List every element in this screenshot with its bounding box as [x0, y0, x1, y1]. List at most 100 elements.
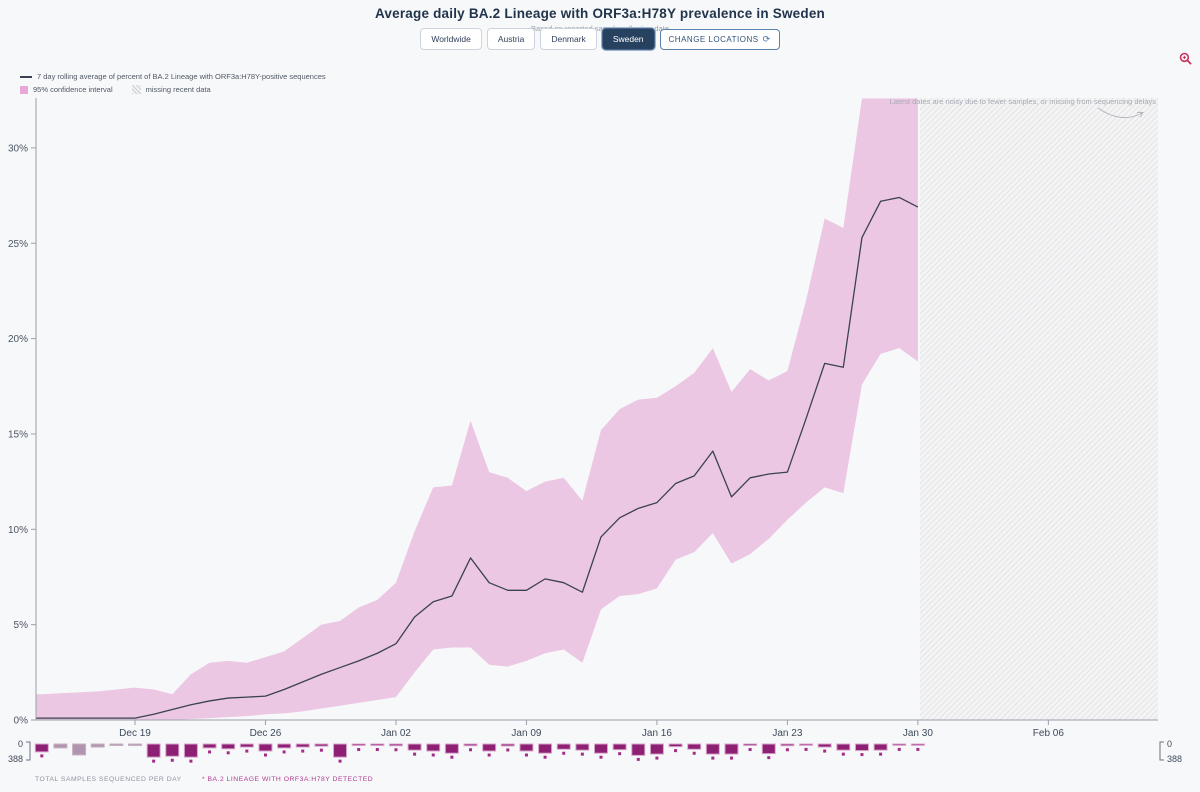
location-button-sweden[interactable]: Sweden [601, 28, 655, 50]
detected-dot [152, 759, 156, 763]
samples-bar [705, 743, 720, 755]
samples-bar [538, 743, 553, 754]
x-axis-label: Dec 26 [250, 728, 282, 739]
samples-bar [109, 743, 124, 747]
zoom-icon[interactable] [1179, 52, 1192, 65]
x-axis-label: Jan 02 [381, 728, 411, 739]
samples-bar [90, 743, 105, 748]
detected-dot [580, 752, 584, 756]
detected-dot [785, 748, 789, 752]
samples-bar [258, 743, 273, 752]
samples-bar [128, 743, 142, 747]
legend-line-swatch [20, 75, 32, 78]
detected-dot [897, 747, 901, 751]
samples-bar [72, 743, 87, 756]
missing-data-note: Latest dates are noisy due to fewer samp… [890, 97, 1157, 106]
detected-dot [301, 749, 305, 753]
mean-line [36, 196, 919, 719]
location-button-worldwide[interactable]: Worldwide [420, 28, 482, 50]
samples-axis-max-label: 388 [1167, 754, 1182, 764]
detected-dot [469, 748, 473, 752]
detected-dot [804, 747, 808, 751]
y-axis-label: 15% [8, 429, 28, 440]
x-axis-label: Jan 30 [903, 728, 933, 739]
header: Average daily BA.2 Lineage with ORF3a:H7… [0, 0, 1200, 33]
page-subtitle: Based on reported sample collection date [530, 24, 669, 33]
samples-bar [519, 743, 534, 752]
detected-dot [618, 752, 622, 756]
samples-bar [221, 743, 236, 750]
change-locations-label: CHANGE LOCATIONS [668, 34, 759, 44]
detected-dot [375, 748, 379, 752]
samples-bar [761, 743, 776, 755]
location-button-denmark[interactable]: Denmark [540, 28, 597, 50]
y-axis-label: 30% [8, 143, 28, 154]
detected-dot [636, 757, 640, 761]
detected-dot [413, 752, 417, 756]
y-axis-label: 25% [8, 239, 28, 250]
samples-bar [649, 743, 664, 755]
detected-dot [450, 755, 454, 759]
samples-bar [687, 743, 702, 750]
samples-bar [780, 743, 795, 747]
detected-dot [40, 754, 44, 758]
samples-bar [500, 743, 515, 747]
detected-dot [543, 755, 547, 759]
change-locations-button[interactable]: CHANGE LOCATIONS ⟳ [659, 28, 780, 50]
samples-bar [333, 743, 348, 758]
samples-bar [426, 743, 441, 752]
samples-axis-min-label: 0 [1167, 739, 1172, 749]
detected-dot [189, 759, 193, 763]
detected-dot [879, 752, 883, 756]
samples-bar [183, 743, 198, 758]
samples-bar [575, 743, 590, 751]
detected-dot [506, 748, 510, 752]
caption-detected: * BA.2 LINEAGE WITH ORF3A:H78Y DETECTED [201, 776, 374, 783]
detected-dot [282, 750, 286, 754]
missing-data-note-arrow [1097, 107, 1142, 119]
samples-bar [910, 743, 925, 746]
location-button-austria[interactable]: Austria [486, 28, 536, 50]
detected-dot [674, 749, 678, 753]
samples-bar [277, 743, 292, 749]
samples-bar [165, 743, 180, 757]
samples-bar [594, 743, 608, 754]
detected-dot [823, 749, 827, 753]
samples-bar [239, 743, 254, 748]
samples-bar [743, 743, 758, 747]
detected-dot [860, 753, 864, 757]
samples-bar [817, 743, 832, 748]
legend-missing-swatch [131, 85, 141, 94]
detected-dot [208, 750, 212, 754]
mini-chart-caption: TOTAL SAMPLES SEQUENCED PER DAY * BA.2 L… [35, 776, 373, 783]
y-axis-label: 0% [14, 716, 29, 727]
detected-dot [916, 747, 920, 751]
samples-bar [892, 743, 907, 746]
location-button-group: Worldwide Austria Denmark Sweden [420, 28, 655, 50]
legend-band-swatch [20, 85, 28, 94]
samples-axis-min-label: 0 [18, 739, 23, 749]
samples-range-bracket-left [26, 741, 31, 761]
samples-range-bracket-right [1159, 741, 1164, 761]
detected-dot [226, 751, 230, 755]
detected-dot [599, 755, 603, 759]
samples-bar [388, 743, 403, 747]
page-title: Average daily BA.2 Lineage with ORF3a:H7… [374, 6, 825, 21]
samples-bar [295, 743, 310, 748]
caption-total-samples: TOTAL SAMPLES SEQUENCED PER DAY [35, 776, 182, 783]
legend-line-label: 7 day rolling average of percent of BA.2… [37, 72, 326, 81]
chart-legend: 7 day rolling average of percent of BA.2… [20, 72, 326, 94]
samples-bar [53, 743, 68, 749]
detected-dot [748, 748, 752, 752]
detected-dot [319, 748, 323, 752]
detected-dot [692, 751, 696, 755]
samples-bar [34, 743, 49, 753]
samples-bar [351, 743, 366, 747]
refresh-icon: ⟳ [762, 33, 771, 44]
y-axis-label: 20% [8, 334, 28, 345]
detected-dot [170, 758, 174, 762]
detected-dot [394, 748, 398, 752]
y-axis-label: 5% [14, 620, 29, 631]
legend-missing-label: missing recent data [145, 85, 211, 94]
